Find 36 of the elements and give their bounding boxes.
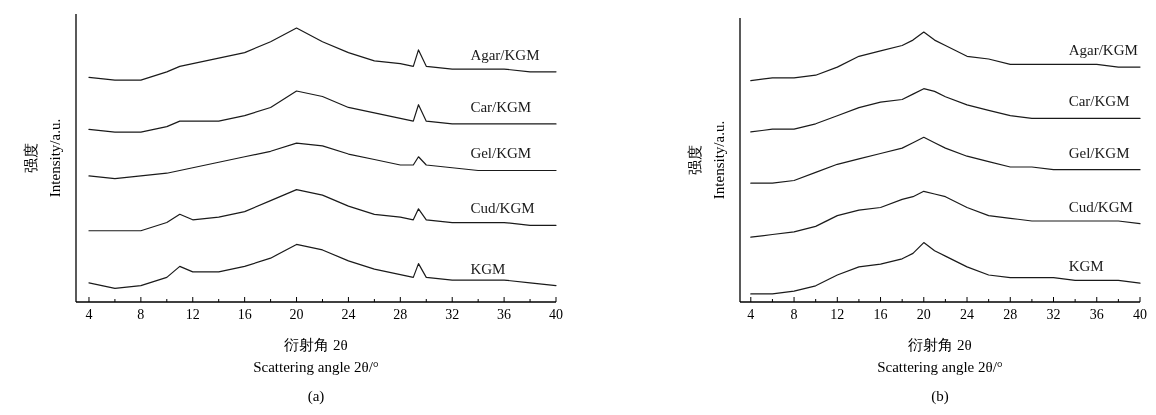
x-tick-label: 20 <box>916 307 931 322</box>
series-label: Gel/KGM <box>470 145 532 162</box>
x-tick-label: 32 <box>445 307 460 322</box>
x-tick-label: 40 <box>1133 307 1147 322</box>
x-tick-label: 8 <box>790 307 798 322</box>
x-tick-label: 40 <box>549 307 563 322</box>
series-label: KGM <box>1068 258 1104 275</box>
x-tick-label: 24 <box>960 307 975 322</box>
x-tick-label: 8 <box>137 307 145 322</box>
x-tick-label: 4 <box>85 307 93 322</box>
series-label: Gel/KGM <box>1068 144 1130 161</box>
x-tick-label: 36 <box>497 307 512 322</box>
x-tick-label: 28 <box>1003 307 1018 322</box>
series-label: KGM <box>470 260 506 277</box>
x-axis-title: 衍射角 2θ Scattering angle 2θ/° <box>877 337 1003 375</box>
text: (a) <box>307 388 325 405</box>
x-tick-label: 16 <box>873 307 888 322</box>
x-axis-title: 衍射角 2θ Scattering angle 2θ/° <box>253 337 379 375</box>
x-tick-label: 28 <box>393 307 408 322</box>
series-label: Cud/KGM <box>1068 198 1133 215</box>
x-tick-label: 24 <box>341 307 356 322</box>
x-tick-label: 16 <box>237 307 252 322</box>
x-tick-label: 20 <box>289 307 304 322</box>
x-tick-label: 12 <box>830 307 845 322</box>
series-label: Car/KGM <box>1068 93 1130 110</box>
y-axis-title: 强度 Intensity/a.u. <box>23 118 63 198</box>
x-tick-label: 12 <box>185 307 200 322</box>
y-axis-title: 强度 Intensity/a.u. <box>687 120 727 200</box>
text: (b) <box>931 388 949 405</box>
series-label: Car/KGM <box>470 98 532 115</box>
x-tick-label: 4 <box>747 307 755 322</box>
x-tick-label: 36 <box>1089 307 1104 322</box>
series-label: Agar/KGM <box>1068 42 1138 59</box>
series-label: Cud/KGM <box>470 200 535 217</box>
series-label: Agar/KGM <box>470 46 540 63</box>
x-tick-label: 32 <box>1046 307 1061 322</box>
